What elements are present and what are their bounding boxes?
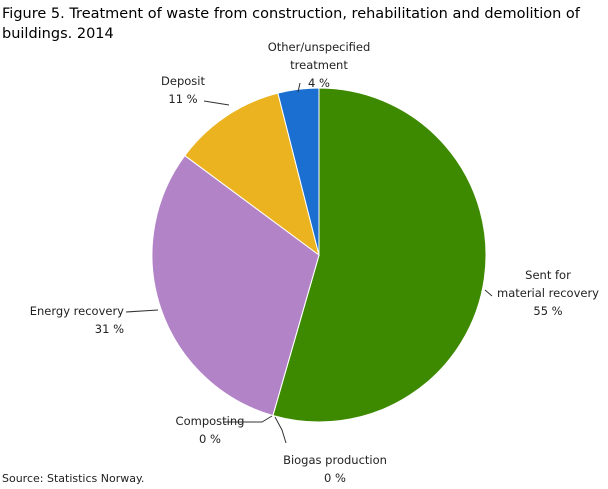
pie-slice xyxy=(184,92,320,257)
value-label: 0 % xyxy=(199,432,221,446)
leader-line xyxy=(274,416,287,444)
leader-line xyxy=(125,309,159,313)
leader-line xyxy=(203,100,230,106)
slice-label: Biogas production 0 % xyxy=(265,451,405,487)
value-label: 11 % xyxy=(168,92,198,106)
category-label: Energy recovery xyxy=(29,304,124,318)
category-label: Other/unspecified treatment xyxy=(267,40,371,72)
value-label: 31 % xyxy=(94,322,124,336)
slice-label: Energy recovery 31 % xyxy=(2,302,124,338)
leader-line xyxy=(297,82,301,93)
category-label: Biogas production xyxy=(283,453,387,467)
value-label: 55 % xyxy=(533,304,563,318)
leader-line xyxy=(484,289,493,297)
category-label: Deposit xyxy=(161,74,205,88)
value-label: 0 % xyxy=(324,471,346,485)
source-note: Source: Statistics Norway. xyxy=(2,472,145,485)
slice-label: Other/unspecified treatment 4 % xyxy=(246,38,392,92)
category-label: Sent for material recovery xyxy=(497,268,599,300)
value-label: 4 % xyxy=(308,76,330,90)
pie-slice xyxy=(151,154,320,417)
chart-title: Figure 5. Treatment of waste from constr… xyxy=(2,6,580,42)
slice-label: Sent for material recovery 55 % xyxy=(478,266,608,320)
leader-line xyxy=(223,415,273,423)
pie-slice xyxy=(272,87,487,423)
slice-label: Composting 0 % xyxy=(150,412,270,448)
slice-label: Deposit 11 % xyxy=(130,72,236,108)
category-label: Composting xyxy=(175,414,245,428)
